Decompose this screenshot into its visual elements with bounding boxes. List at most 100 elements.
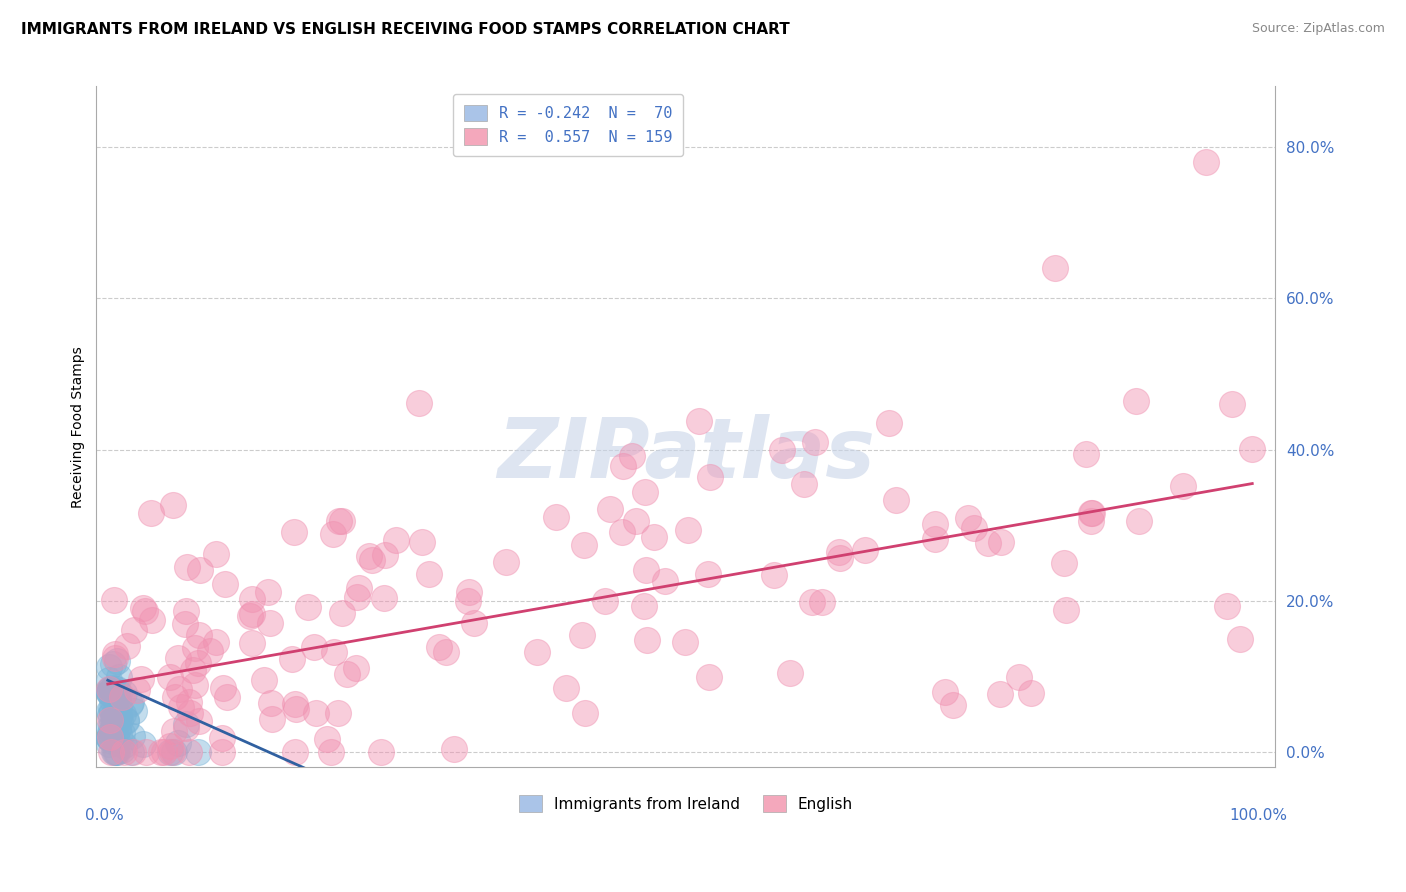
Point [150, 745, 173, 759]
Point [103, 708, 125, 723]
Point [198, 644, 221, 658]
Point [97, 686, 120, 700]
Point [97, 731, 120, 746]
Point [634, 563, 657, 577]
Point [108, 709, 131, 723]
Point [100, 681, 122, 696]
Point [319, 745, 342, 759]
Point [924, 532, 946, 546]
Point [98, 731, 121, 745]
Point [120, 695, 142, 709]
Point [988, 687, 1011, 701]
Point [283, 524, 305, 539]
Point [169, 681, 191, 696]
Point [205, 547, 228, 561]
Point [956, 511, 979, 525]
Point [101, 657, 124, 671]
Point [262, 712, 284, 726]
Point [97, 683, 120, 698]
Point [696, 567, 718, 582]
Point [121, 729, 143, 743]
Point [281, 652, 304, 666]
Point [105, 708, 128, 723]
Point [104, 647, 127, 661]
Point [1128, 514, 1150, 528]
Point [434, 645, 457, 659]
Point [122, 704, 145, 718]
Point [103, 712, 125, 726]
Point [1195, 155, 1218, 169]
Point [188, 563, 211, 577]
Point [330, 514, 353, 528]
Point [217, 690, 239, 704]
Point [385, 533, 408, 547]
Point [305, 706, 328, 721]
Point [101, 686, 124, 700]
Point [111, 742, 134, 756]
Point [141, 506, 163, 520]
Point [135, 745, 157, 759]
Point [111, 690, 134, 705]
Point [326, 706, 349, 721]
Point [886, 492, 908, 507]
Point [443, 741, 465, 756]
Point [152, 745, 174, 759]
Point [100, 702, 122, 716]
Point [103, 593, 125, 607]
Point [332, 606, 354, 620]
Point [98, 704, 121, 718]
Point [762, 568, 785, 582]
Point [924, 517, 946, 532]
Point [98, 737, 121, 751]
Point [316, 732, 339, 747]
Point [621, 449, 644, 463]
Point [699, 670, 721, 684]
Point [174, 716, 197, 731]
Point [98, 707, 121, 722]
Point [257, 585, 280, 599]
Point [100, 723, 122, 738]
Point [344, 661, 367, 675]
Point [963, 521, 986, 535]
Point [103, 681, 125, 695]
Point [1080, 506, 1102, 520]
Point [121, 745, 143, 759]
Point [105, 688, 128, 702]
Point [1220, 397, 1243, 411]
Point [554, 681, 576, 695]
Point [688, 414, 710, 428]
Point [302, 640, 325, 654]
Point [115, 714, 138, 728]
Point [162, 499, 184, 513]
Point [240, 607, 263, 622]
Point [101, 682, 124, 697]
Point [1080, 506, 1102, 520]
Point [1229, 632, 1251, 646]
Point [177, 695, 200, 709]
Point [104, 703, 127, 717]
Point [104, 651, 127, 665]
Point [112, 739, 135, 753]
Point [105, 733, 128, 747]
Point [374, 548, 396, 562]
Point [120, 697, 142, 711]
Point [526, 645, 548, 659]
Point [240, 635, 263, 649]
Point [239, 609, 262, 624]
Point [101, 709, 124, 723]
Point [97, 660, 120, 674]
Point [770, 443, 793, 458]
Point [97, 686, 120, 700]
Point [1080, 514, 1102, 528]
Point [184, 640, 207, 655]
Point [359, 549, 381, 563]
Point [104, 709, 127, 723]
Point [673, 635, 696, 649]
Point [204, 635, 226, 649]
Point [427, 640, 450, 654]
Point [188, 628, 211, 642]
Point [160, 745, 183, 759]
Point [571, 628, 593, 642]
Text: ZIPatlas: ZIPatlas [496, 414, 875, 494]
Point [977, 536, 1000, 550]
